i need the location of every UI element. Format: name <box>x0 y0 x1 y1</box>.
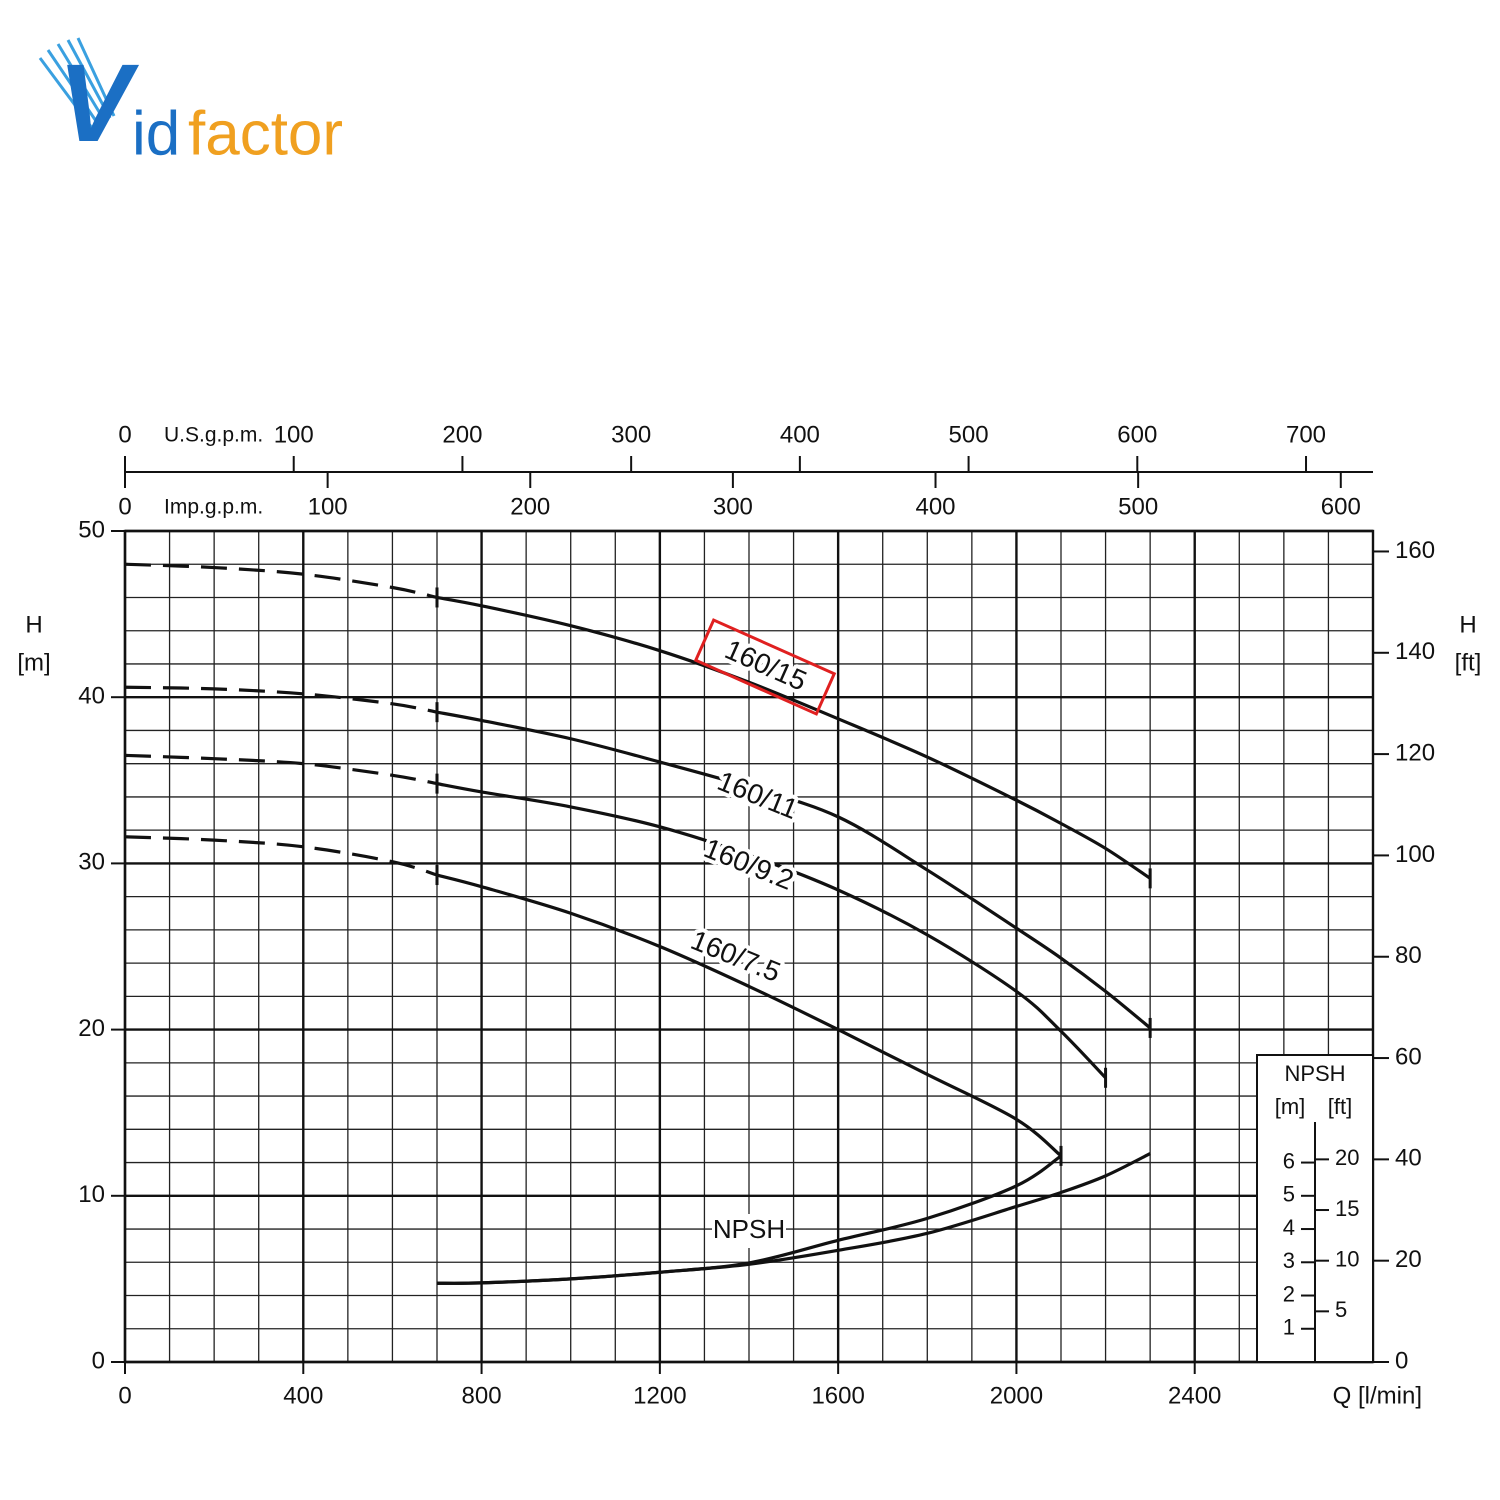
curve <box>436 710 1152 1030</box>
curve-dashed <box>124 562 438 600</box>
top-axis-label: U.S.g.p.m. <box>164 424 263 447</box>
top-axis-tick-label: 400 <box>780 421 820 448</box>
npsh-m-tick-label: 3 <box>1283 1248 1295 1273</box>
y2-tick-label: 60 <box>1395 1043 1422 1070</box>
y-tick-label: 40 <box>78 683 105 710</box>
plot-frame <box>123 529 1375 1364</box>
x-axis-label: Q [l/min] <box>1333 1382 1422 1409</box>
y-tick-label: 50 <box>78 516 105 543</box>
curve-label-group: 160/15 <box>693 618 837 716</box>
logo-second: factor <box>188 99 343 168</box>
npsh-m-tick-label: 5 <box>1283 1182 1295 1207</box>
curve-label-group: 160/7.5 <box>683 920 789 992</box>
y2-tick-label: 80 <box>1395 942 1422 969</box>
npsh-m-tick-label: 1 <box>1283 1315 1295 1340</box>
npsh-ft-tick-label: 15 <box>1335 1196 1359 1221</box>
top-axis-tick-label: 200 <box>442 421 482 448</box>
x-tick-label: 1600 <box>811 1382 864 1409</box>
y2-axis-label: H <box>1459 611 1476 638</box>
top-axis-label: Imp.g.p.m. <box>164 496 263 519</box>
top-axis-tick-label: 300 <box>611 421 651 448</box>
curve-dashed <box>124 835 438 877</box>
x-tick-label: 2000 <box>990 1382 1043 1409</box>
npsh-m-tick-label: 4 <box>1283 1215 1295 1240</box>
npsh-m-tick-label: 2 <box>1283 1281 1295 1306</box>
highlight-box <box>693 618 837 716</box>
logo: V id factor <box>38 37 343 168</box>
y2-tick-label: 20 <box>1395 1246 1422 1273</box>
top-axis-tick-label: 600 <box>1117 421 1157 448</box>
logo-streaks <box>38 37 116 129</box>
curve <box>436 1154 1062 1285</box>
npsh-inset-unit2: [ft] <box>1328 1094 1352 1119</box>
top-axis-tick-label: 100 <box>274 421 314 448</box>
y-axis-label: H <box>25 611 42 638</box>
y-tick-label: 0 <box>92 1347 105 1374</box>
logo-first: id <box>132 99 180 168</box>
y2-tick-label: 140 <box>1395 638 1435 665</box>
x-tick-label: 2400 <box>1168 1382 1221 1409</box>
top-axis-tick-label: 300 <box>713 493 753 520</box>
y-tick-label: 10 <box>78 1181 105 1208</box>
curve-label: NPSH <box>713 1214 785 1244</box>
y2-tick-label: 40 <box>1395 1145 1422 1172</box>
label-bg <box>712 1214 786 1248</box>
top-axis-tick-label: 0 <box>118 421 131 448</box>
curve <box>436 873 1063 1158</box>
y-tick-label: 30 <box>78 849 105 876</box>
logo-initial: V <box>58 42 140 165</box>
npsh-m-tick-label: 6 <box>1283 1148 1295 1173</box>
curve <box>436 595 1152 880</box>
npsh-ft-tick-label: 10 <box>1335 1246 1359 1271</box>
top-axis-tick-label: 200 <box>510 493 550 520</box>
npsh-ft-tick-label: 5 <box>1335 1297 1347 1322</box>
top-axis-tick-label: 0 <box>118 493 131 520</box>
y2-axis-unit: [ft] <box>1455 649 1482 676</box>
npsh-inset-title: NPSH <box>1284 1061 1345 1086</box>
y2-tick-label: 100 <box>1395 841 1435 868</box>
top-axis-tick-label: 500 <box>949 421 989 448</box>
npsh-inset-unit: [m] <box>1275 1094 1306 1119</box>
x-tick-label: 0 <box>118 1382 131 1409</box>
curve-dashed <box>124 753 438 786</box>
curve-label-group: 160/11 <box>709 761 806 829</box>
top-axis-tick-label: 700 <box>1286 421 1326 448</box>
y-axis-unit: [m] <box>17 649 50 676</box>
top-axis-tick-label: 600 <box>1321 493 1361 520</box>
y-tick-label: 20 <box>78 1015 105 1042</box>
npsh-ft-tick-label: 20 <box>1335 1145 1359 1170</box>
x-tick-label: 800 <box>462 1382 502 1409</box>
curve-dashed <box>124 685 438 714</box>
top-axis-tick-label: 100 <box>308 493 348 520</box>
curve-label: 160/11 <box>713 765 802 825</box>
curve <box>436 782 1107 1079</box>
x-tick-label: 400 <box>283 1382 323 1409</box>
y2-tick-label: 0 <box>1395 1347 1408 1374</box>
x-tick-label: 1200 <box>633 1382 686 1409</box>
curve-label: 160/7.5 <box>687 924 785 988</box>
top-axis-tick-label: 400 <box>915 493 955 520</box>
chart: 0 400 800 1200 1600 2000 240001020304050020406… <box>17 421 1481 1409</box>
y2-tick-label: 120 <box>1395 739 1435 766</box>
y2-tick-label: 160 <box>1395 537 1435 564</box>
top-axis-tick-label: 500 <box>1118 493 1158 520</box>
